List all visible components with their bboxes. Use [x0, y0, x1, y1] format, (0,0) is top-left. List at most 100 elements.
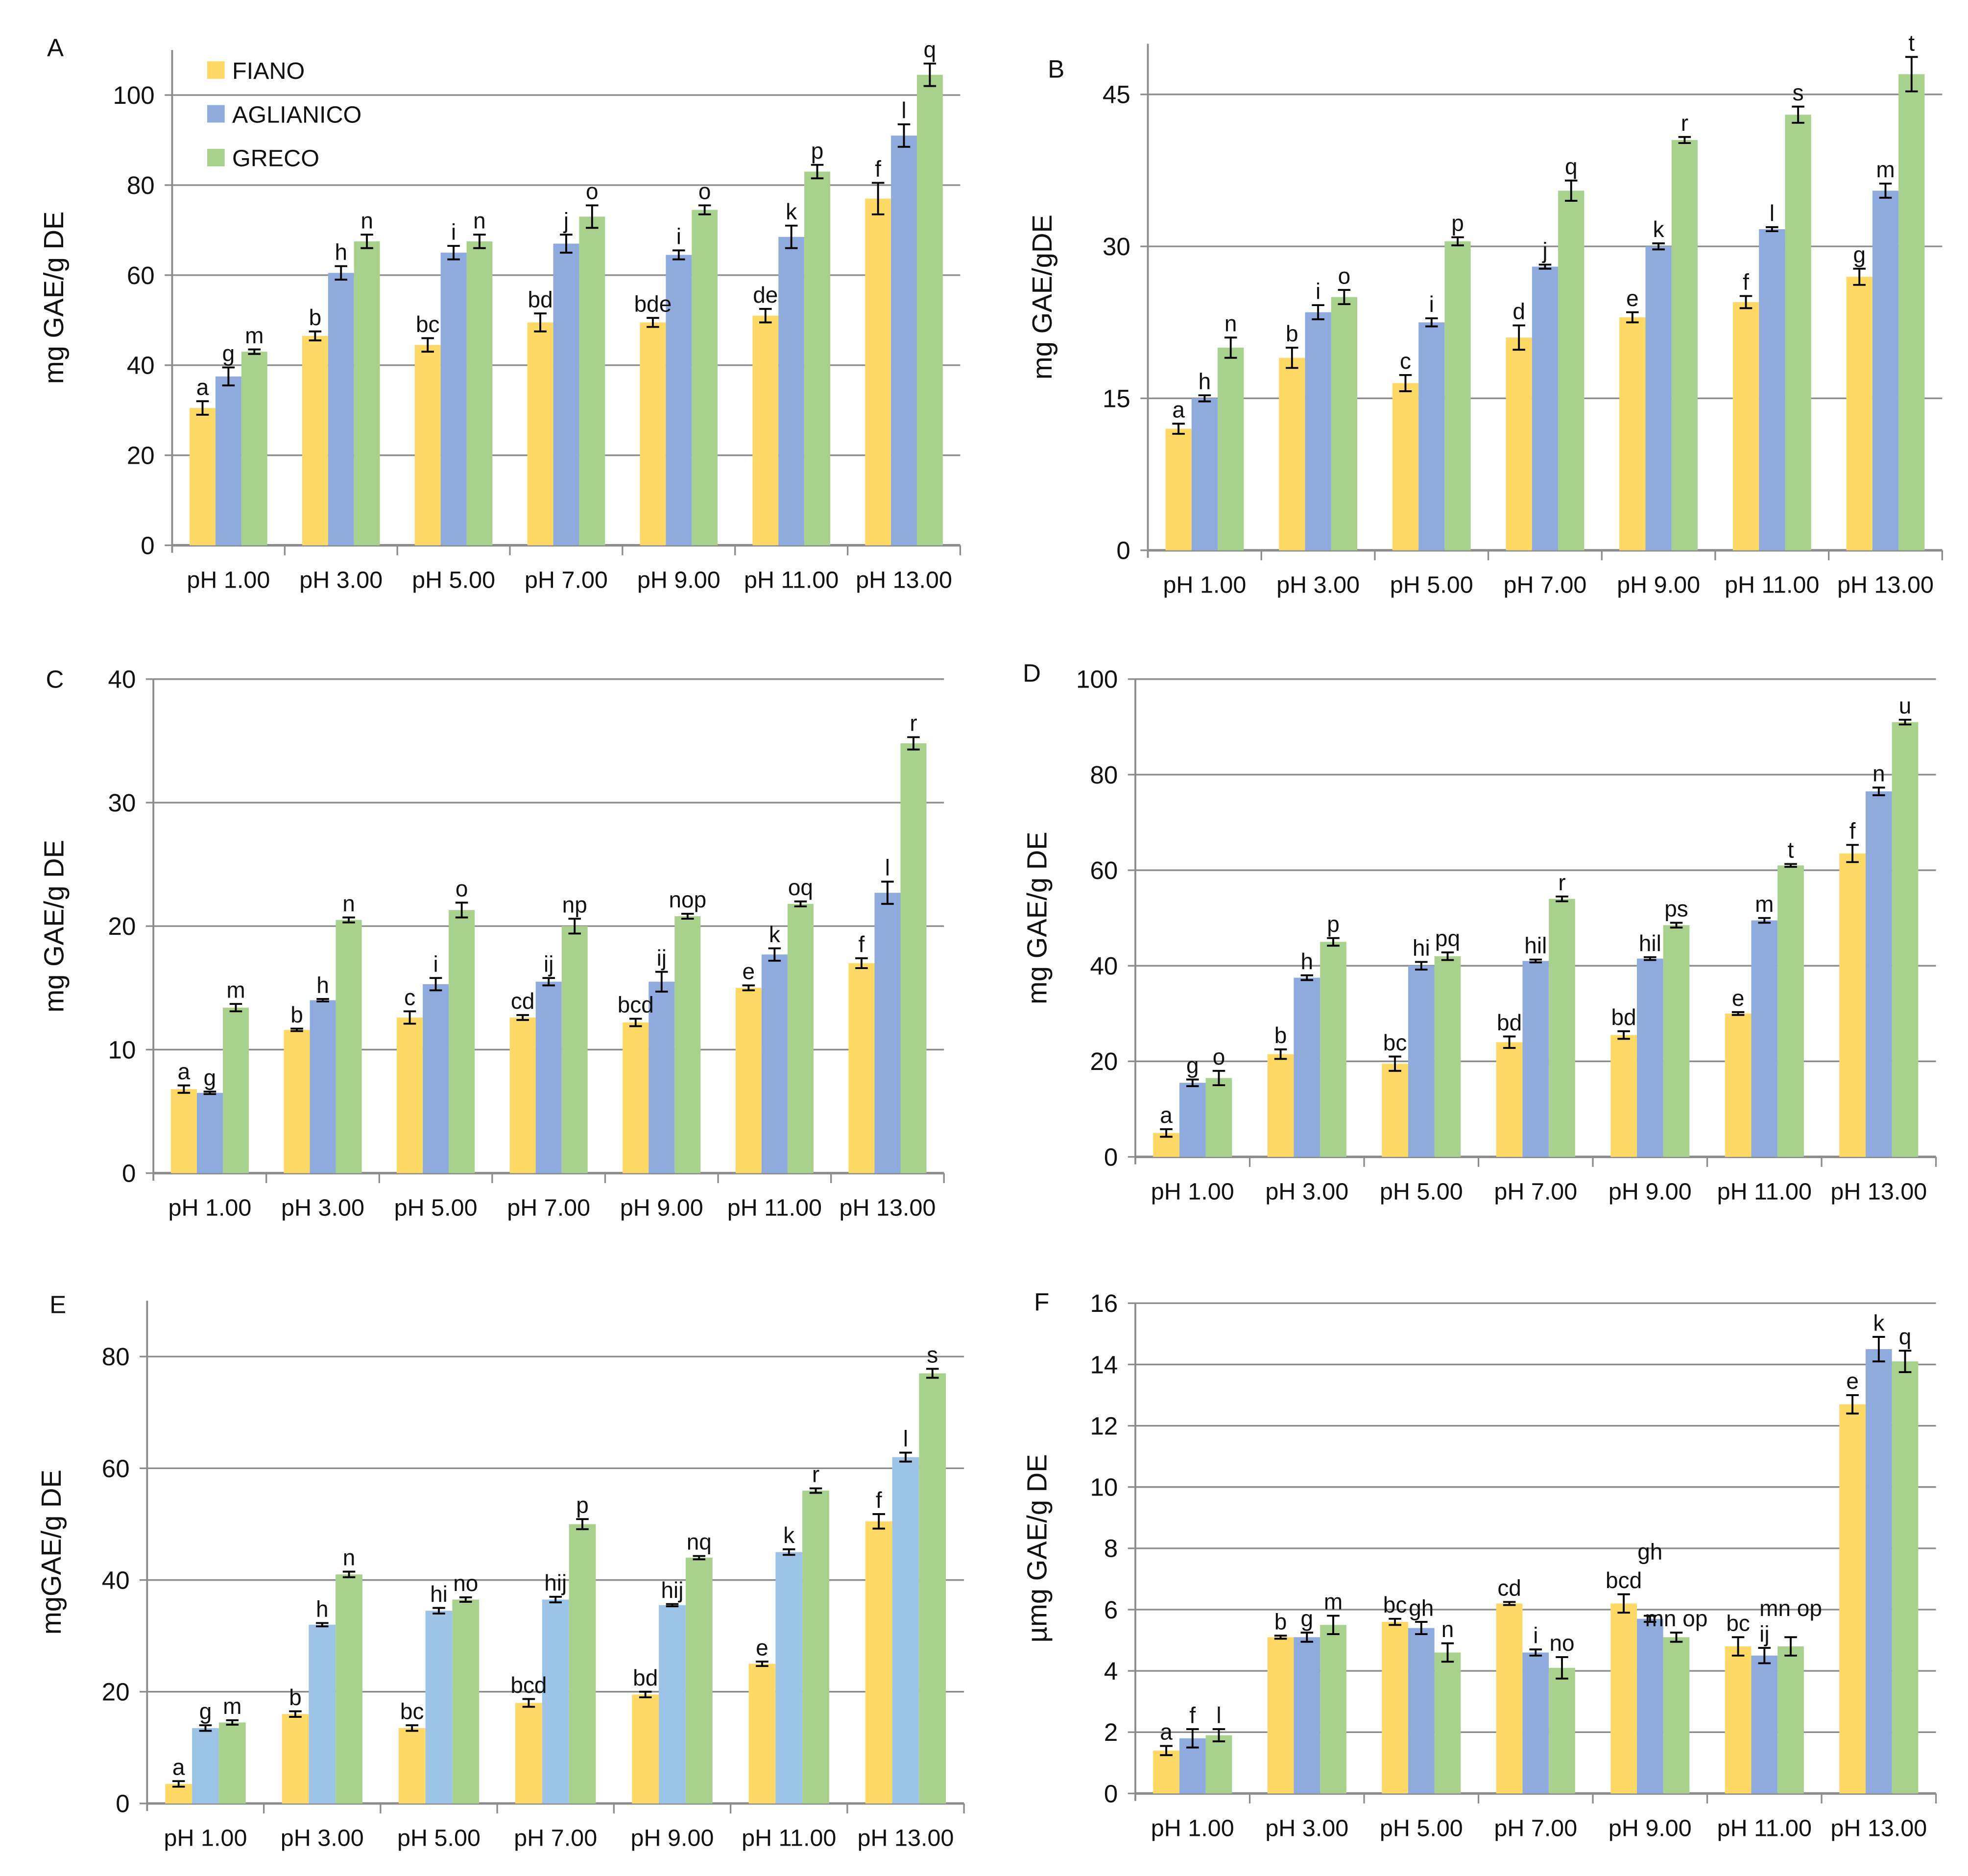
- y-tick-label: 14: [1090, 1351, 1118, 1378]
- significance-letter: h: [316, 1596, 329, 1622]
- bar-fiano: [284, 1030, 310, 1173]
- bar-fiano: [1267, 1637, 1294, 1794]
- error-bar: [1872, 1336, 1885, 1363]
- error-bar: [1415, 1621, 1428, 1635]
- error-bar: [447, 245, 460, 261]
- error-bar: [1652, 242, 1665, 251]
- significance-letter: b: [289, 1685, 302, 1710]
- bar-aglianico: [542, 1599, 569, 1804]
- x-tick-label: pH 7.00: [514, 1825, 597, 1852]
- bar-greco: [579, 216, 605, 546]
- error-bar: [1529, 1648, 1542, 1657]
- significance-letter: b: [1286, 321, 1298, 346]
- error-bar: [1626, 311, 1639, 324]
- error-bar: [290, 1027, 303, 1032]
- significance-letter: bd: [1497, 1010, 1522, 1035]
- y-tick-label: 20: [127, 442, 155, 470]
- significance-letter: no: [453, 1570, 478, 1596]
- bar-aglianico: [1408, 1628, 1435, 1794]
- bar-fiano: [527, 322, 553, 546]
- bar-greco: [674, 916, 701, 1173]
- significance-letter: t: [1788, 837, 1794, 863]
- x-tick-label: pH 11.00: [727, 1194, 822, 1221]
- significance-letter: g: [222, 341, 235, 366]
- bar-aglianico: [309, 1624, 336, 1804]
- bar-aglianico: [423, 984, 449, 1173]
- significance-letter: no: [1549, 1630, 1574, 1656]
- significance-letter: c: [1400, 348, 1411, 374]
- y-tick-label: 0: [1104, 1143, 1118, 1171]
- significance-letter: bc: [1726, 1611, 1750, 1636]
- significance-letter: bde: [634, 291, 672, 316]
- y-tick-label: 0: [1104, 1780, 1118, 1807]
- y-tick-label: 0: [1116, 537, 1130, 565]
- error-bar: [1338, 289, 1351, 305]
- x-tick-label: pH 13.00: [1830, 1815, 1927, 1841]
- significance-letter: q: [1565, 154, 1578, 179]
- significance-letter: bd: [1611, 1004, 1636, 1030]
- x-tick-label: pH 3.00: [1276, 572, 1360, 598]
- significance-letter: bc: [400, 1698, 424, 1724]
- bar-greco: [1434, 956, 1461, 1157]
- significance-letter: p: [811, 138, 824, 164]
- error-bar: [1198, 394, 1211, 403]
- bar-aglianico: [1872, 190, 1899, 550]
- error-bar: [693, 1555, 706, 1561]
- significance-letter: s: [927, 1342, 938, 1368]
- bar-greco: [1777, 865, 1804, 1157]
- error-bar: [1879, 182, 1892, 199]
- panel-label: B: [1048, 55, 1064, 83]
- bar-greco: [692, 210, 718, 546]
- bar-aglianico: [874, 893, 901, 1173]
- y-tick-label: 6: [1104, 1596, 1118, 1624]
- x-tick-label: pH 13.00: [856, 567, 952, 593]
- bar-fiano: [1610, 1603, 1637, 1794]
- error-bar: [1160, 1745, 1173, 1757]
- bar-aglianico: [1532, 266, 1559, 550]
- legend-swatch: [207, 105, 225, 123]
- x-tick-label: pH 3.00: [299, 567, 383, 593]
- significance-letter: f: [876, 1487, 882, 1513]
- bar-greco: [336, 1574, 362, 1804]
- error-bar: [1731, 1636, 1745, 1657]
- significance-letter: ij: [544, 951, 553, 976]
- bar-fiano: [1382, 1622, 1408, 1794]
- legend-label: AGLIANICO: [232, 101, 361, 128]
- significance-letter: g: [204, 1065, 216, 1090]
- significance-letter: bcd: [618, 992, 654, 1018]
- chart-panel-D: D 0 20 40 60 80 100 mg GAE/g DE pH 1.00 pH 3.00 pH…: [1022, 659, 1937, 1205]
- error-bar: [309, 330, 322, 342]
- x-tick-label: pH 11.00: [1717, 1178, 1812, 1205]
- significance-letter: b: [1274, 1609, 1287, 1634]
- error-bar: [429, 977, 442, 992]
- error-bar: [1784, 863, 1797, 868]
- y-tick-label: 20: [1090, 1047, 1118, 1075]
- bar-fiano: [1382, 1064, 1408, 1157]
- bar-greco: [919, 1373, 946, 1804]
- x-tick-label: pH 1.00: [1151, 1178, 1234, 1205]
- error-bar: [1670, 922, 1683, 929]
- bar-greco: [1777, 1646, 1804, 1794]
- significance-letter: hij: [544, 1570, 567, 1595]
- significance-letter: r: [1558, 870, 1565, 895]
- significance-letter: m: [1324, 1589, 1343, 1615]
- significance-letter: l: [1770, 200, 1775, 226]
- y-tick-label: 40: [127, 352, 155, 380]
- x-tick-label: pH 13.00: [1837, 572, 1934, 598]
- error-bar: [1160, 1128, 1173, 1138]
- significance-letter: b: [309, 305, 322, 330]
- x-tick-label: pH 9.00: [1608, 1178, 1692, 1205]
- significance-letter: n: [342, 891, 355, 916]
- bar-aglianico: [1865, 791, 1892, 1157]
- bar-greco: [1434, 1652, 1461, 1794]
- bar-greco: [354, 241, 380, 546]
- error-bar: [1224, 336, 1237, 359]
- error-bar: [1441, 1642, 1454, 1663]
- significance-letter: l: [1216, 1702, 1221, 1728]
- bar-greco: [241, 352, 267, 546]
- bar-aglianico: [659, 1605, 686, 1804]
- bar-fiano: [397, 1017, 423, 1173]
- significance-letter: o: [1338, 263, 1351, 288]
- x-tick-label: pH 11.00: [744, 567, 839, 593]
- significance-letter: g: [1186, 1053, 1199, 1078]
